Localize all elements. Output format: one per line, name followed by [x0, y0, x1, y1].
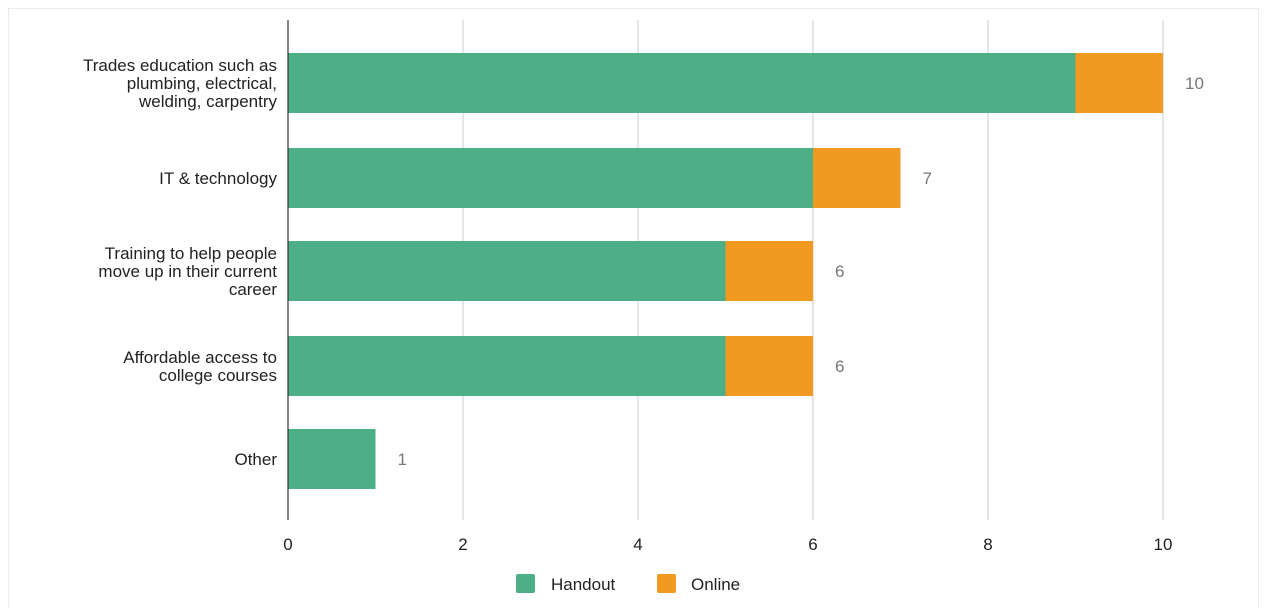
total-labels: 10 7 6 6 1	[398, 74, 1204, 469]
category-label: Training to help people	[105, 244, 277, 263]
category-label: IT & technology	[159, 169, 277, 188]
total-label: 7	[923, 169, 932, 188]
total-label: 6	[835, 357, 844, 376]
x-tick-label: 6	[808, 535, 817, 554]
bar-online-1	[813, 148, 901, 208]
category-label: Affordable access to	[123, 348, 277, 367]
legend[interactable]: Handout Online	[516, 574, 740, 594]
x-tick-label: 2	[458, 535, 467, 554]
x-tick-label: 4	[633, 535, 642, 554]
bar-online-2	[725, 241, 813, 301]
chart-frame	[8, 8, 1259, 608]
x-tick-label: 8	[983, 535, 992, 554]
bar-handout-3	[288, 336, 726, 396]
x-tick-label: 10	[1154, 535, 1173, 554]
bar-handout-1	[288, 148, 813, 208]
bar-handout-0	[288, 53, 1076, 113]
x-tick-labels: 0 2 4 6 8 10	[283, 535, 1172, 554]
total-label: 10	[1185, 74, 1204, 93]
bar-handout-4	[288, 429, 376, 489]
legend-swatch-handout	[516, 574, 535, 593]
category-label: welding, carpentry	[138, 92, 277, 111]
legend-item-handout[interactable]: Handout	[516, 574, 616, 594]
x-tick-label: 0	[283, 535, 292, 554]
legend-item-online[interactable]: Online	[657, 574, 740, 594]
category-label: career	[229, 280, 278, 299]
total-label: 1	[398, 450, 407, 469]
bar-online-0	[1075, 53, 1163, 113]
bar-online-3	[725, 336, 813, 396]
category-label: plumbing, electrical,	[127, 74, 277, 93]
bar-handout-2	[288, 241, 726, 301]
category-label: college courses	[159, 366, 277, 385]
bars	[288, 53, 1163, 489]
legend-swatch-online	[657, 574, 676, 593]
legend-label: Online	[691, 575, 740, 594]
category-label: Trades education such as	[83, 56, 277, 75]
category-label: Other	[234, 450, 277, 469]
legend-label: Handout	[551, 575, 616, 594]
total-label: 6	[835, 262, 844, 281]
category-label: move up in their current	[98, 262, 277, 281]
